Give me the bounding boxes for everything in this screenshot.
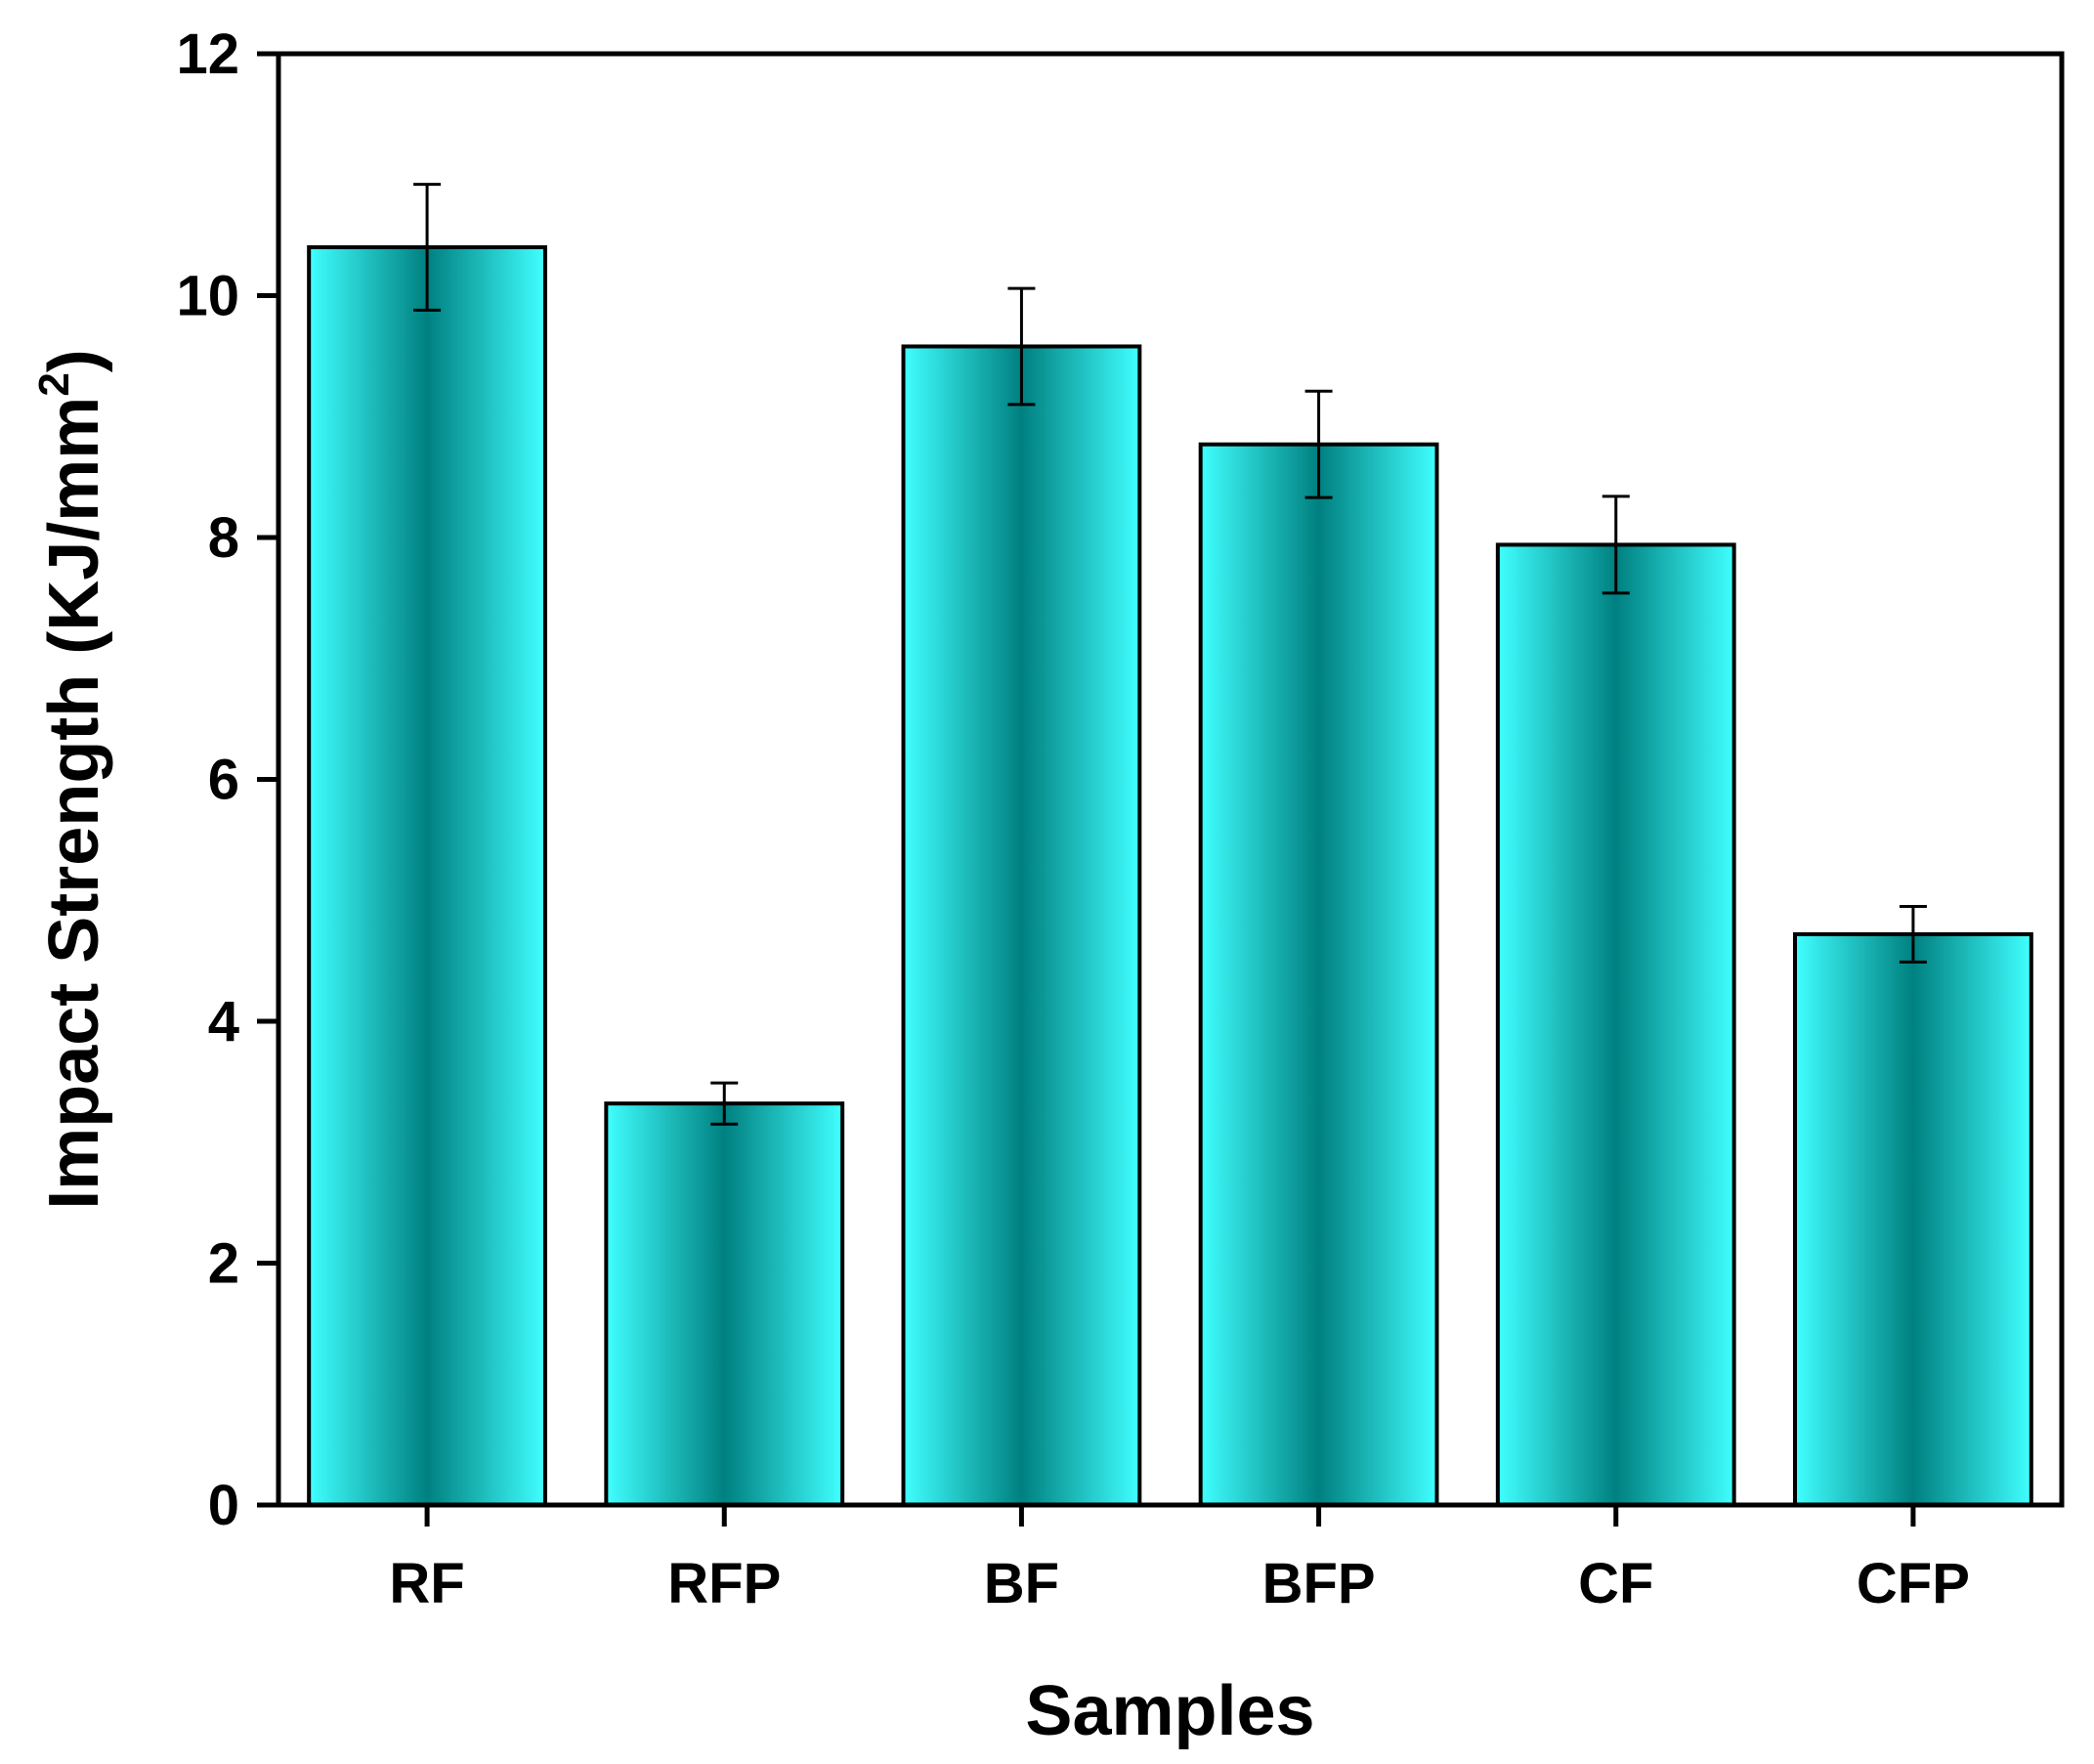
y-tick-label-8: 8 [208,506,239,570]
bar-bf [901,344,1142,1508]
error-bar-cf [1602,495,1630,595]
x-tick-label-rfp: RFP [667,1552,781,1615]
bar-rfp [604,1101,845,1508]
error-bars-group [413,183,1927,1126]
y-tick-label-2: 2 [208,1232,239,1296]
error-bar-bf [1007,286,1036,407]
y-tick-label-6: 6 [208,749,239,812]
y-tick-label-12: 12 [176,22,239,86]
y-tick-label-0: 0 [208,1474,239,1537]
y-tick-label-10: 10 [176,265,239,328]
error-bar-bfp [1304,389,1333,499]
x-axis-title: Samples [1025,1672,1314,1750]
y-axis-title-close: ) [35,349,113,372]
bar-rf [307,245,547,1507]
error-bar-rf [413,183,442,312]
bar-cfp [1793,931,2033,1507]
error-bar-rfp [710,1081,739,1126]
y-tick-label-4: 4 [208,990,239,1054]
error-bar-cfp [1899,904,1927,964]
y-axis-title-superscript: 2 [30,372,78,396]
y-axis-ticks: 0 2 4 6 8 10 12 [176,22,278,1537]
x-tick-label-bf: BF [984,1552,1059,1615]
x-tick-label-cf: CF [1578,1552,1653,1615]
x-tick-label-bfp: BFP [1262,1552,1376,1615]
x-tick-label-cfp: CFP [1857,1552,1970,1615]
x-axis-ticks: RF RFP BF BFP CF CFP [389,1505,1970,1615]
bar-cf [1495,542,1736,1507]
y-axis-title-main: Impact Strength (KJ/mm [35,397,113,1210]
bars-group [307,245,2033,1508]
x-tick-label-rf: RF [389,1552,464,1615]
bar-bfp [1198,442,1439,1507]
y-axis-title: Impact Strength (KJ/mm2) [30,349,113,1210]
